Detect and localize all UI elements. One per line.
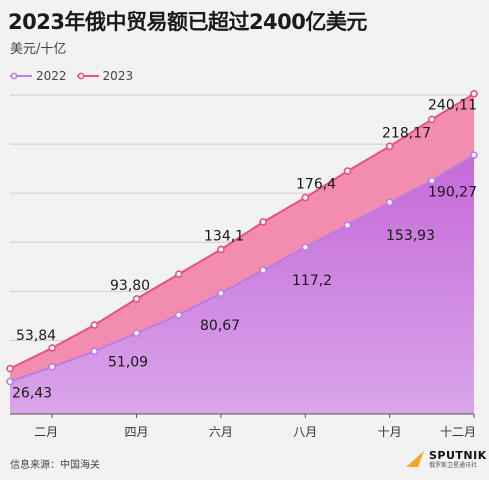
data-point-2022: [174, 311, 183, 319]
sputnik-logo-icon: [406, 451, 424, 467]
legend-marker-2022: [10, 72, 32, 80]
data-point-2023: [6, 364, 14, 373]
data-point-2023: [385, 142, 394, 151]
data-point-2023: [301, 193, 310, 202]
logo-subtitle: 俄罗斯卫星通讯社: [429, 461, 478, 469]
data-point-2023: [217, 245, 225, 254]
data-label-2023: 176,4: [296, 177, 336, 193]
legend: 2022 2023: [10, 69, 143, 83]
data-point-2022: [90, 347, 99, 356]
legend-label-2023: 2023: [102, 69, 134, 83]
data-label-2022: 26,43: [12, 386, 52, 402]
x-tick-label: 二月: [34, 425, 58, 439]
data-point-2022: [132, 329, 141, 337]
data-point-2022: [259, 266, 267, 275]
source-note: 信息来源：中国海关: [10, 460, 100, 471]
data-point-2023: [48, 344, 56, 352]
data-point-2022: [301, 243, 310, 251]
unit-label: 美元/十亿: [10, 42, 67, 57]
data-point-2022: [428, 176, 436, 185]
data-label-2023: 218,17: [382, 125, 431, 141]
data-point-2023: [132, 295, 141, 303]
data-label-2022: 51,09: [108, 354, 148, 370]
data-label-2022: 80,67: [200, 318, 240, 334]
sputnik-logo: SPUTNIK 俄罗斯卫星通讯社: [404, 449, 487, 469]
legend-marker-2023: [76, 72, 99, 80]
data-point-2023: [470, 89, 478, 98]
legend-label-2022: 2022: [36, 69, 67, 83]
data-point-2022: [217, 289, 225, 297]
legend-item-2023: 2023: [76, 69, 134, 83]
chart-title: 2023年俄中贸易额已超过2400亿美元: [8, 10, 367, 34]
series-line-2023: [9, 92, 475, 370]
data-point-2023: [90, 321, 99, 329]
x-tick-label: 四月: [125, 425, 149, 439]
data-point-2022: [48, 362, 56, 371]
x-tick-label: 十月: [378, 425, 402, 439]
data-point-2022: [343, 221, 352, 229]
data-point-2023: [174, 270, 183, 278]
x-tick-label: 十二月: [440, 425, 476, 439]
x-tick-label: 六月: [209, 425, 233, 439]
data-label-2022: 117,2: [292, 273, 332, 289]
data-label-2023: 53,84: [16, 328, 56, 344]
data-label-2022: 153,93: [386, 228, 435, 244]
data-point-2022: [385, 198, 394, 207]
data-point-2023: [428, 115, 436, 124]
data-label-2022: 190,27: [428, 185, 477, 201]
series-line-2022: [9, 154, 475, 383]
legend-item-2022: 2022: [10, 69, 67, 83]
x-tick-label: 八月: [293, 425, 317, 439]
data-point-2023: [259, 218, 267, 226]
data-point-2022: [470, 151, 478, 159]
data-point-2022: [6, 377, 14, 386]
data-label-2023: 240,11: [428, 97, 477, 113]
data-label-2023: 134,1: [204, 228, 244, 244]
logo-name: SPUTNIK: [429, 448, 487, 462]
data-point-2023: [343, 167, 352, 175]
data-label-2023: 93,80: [110, 278, 150, 294]
